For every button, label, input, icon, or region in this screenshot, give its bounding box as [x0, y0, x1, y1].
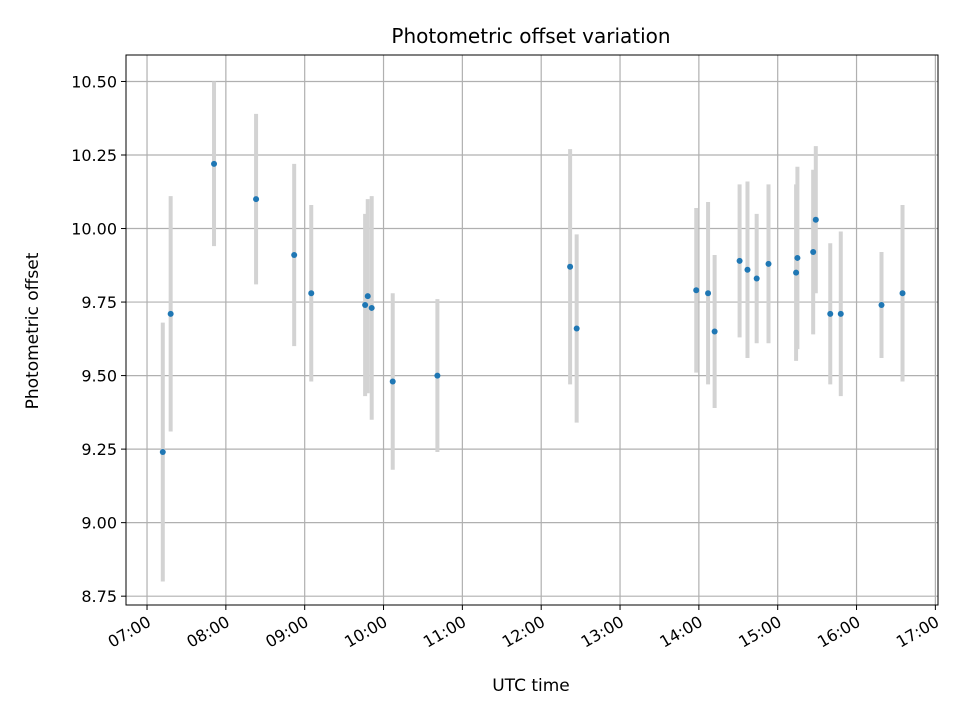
data-point	[167, 310, 174, 317]
data-point	[389, 378, 396, 385]
data-point	[362, 302, 369, 308]
y-tick-label: 8.75	[81, 587, 117, 606]
grid-lines	[126, 55, 938, 605]
data-point	[793, 269, 800, 276]
data-point	[744, 266, 751, 273]
y-tick-label: 9.00	[81, 514, 117, 533]
data-point	[837, 310, 844, 317]
data-point	[159, 449, 166, 456]
y-tick-label: 10.25	[71, 146, 117, 165]
data-point	[308, 290, 315, 297]
data-point	[567, 263, 574, 270]
data-point	[810, 249, 817, 256]
data-point	[711, 328, 718, 335]
y-axis-title: Photometric offset	[23, 252, 43, 409]
data-point	[253, 196, 260, 203]
y-tick-label: 9.75	[81, 293, 117, 312]
data-point	[693, 287, 700, 294]
data-point	[827, 310, 834, 317]
y-tick-label: 10.50	[71, 72, 117, 91]
data-point	[736, 257, 743, 264]
x-axis-title: UTC time	[492, 676, 570, 696]
y-axis-ticks: 8.75 9.00 9.25 9.50 9.75 10.00 10.25 10.50	[71, 72, 126, 606]
data-point	[211, 160, 218, 167]
y-tick-label: 9.50	[81, 367, 117, 386]
data-point	[812, 216, 819, 223]
data-point	[368, 304, 375, 311]
plot-frame	[125, 54, 939, 606]
data-point	[364, 293, 371, 300]
data-points	[159, 160, 906, 456]
data-point	[573, 325, 580, 332]
data-point	[794, 254, 801, 261]
y-tick-label: 9.25	[81, 440, 117, 459]
data-point	[878, 302, 885, 308]
data-point	[705, 290, 712, 297]
data-point	[434, 372, 441, 379]
chart-title: Photometric offset variation	[391, 24, 670, 48]
data-point	[765, 260, 772, 267]
data-point	[899, 290, 906, 297]
data-point	[291, 252, 298, 258]
y-tick-label: 10.00	[71, 220, 117, 239]
data-point	[753, 275, 760, 282]
